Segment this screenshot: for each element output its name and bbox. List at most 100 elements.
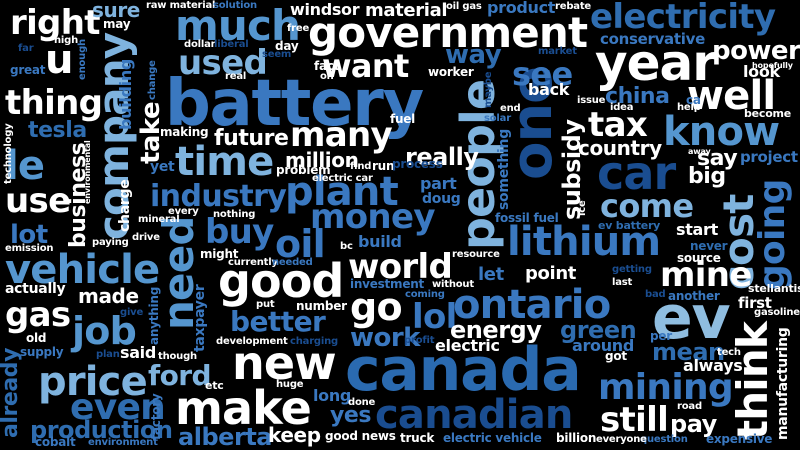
word-question: question	[640, 434, 688, 445]
word-product: product	[487, 0, 556, 17]
word-way: way	[445, 40, 502, 70]
word-maybe: maybe	[483, 71, 494, 108]
word-put: put	[256, 299, 275, 310]
word-another: another	[668, 289, 720, 303]
word-made: made	[78, 284, 139, 308]
word-material: material	[365, 0, 448, 21]
word-around: around	[572, 336, 634, 355]
word-liberal: liberal	[214, 39, 249, 50]
word-road: road	[677, 401, 702, 412]
word-u: u	[45, 37, 73, 83]
word-tesla: tesla	[28, 118, 87, 143]
word-currently: currently	[228, 257, 278, 268]
word-electric-vehicle: electric vehicle	[443, 431, 542, 445]
word-lithium: lithium	[507, 219, 661, 265]
word-time: time	[175, 139, 274, 185]
word-manufacturing: manufacturing	[775, 327, 791, 440]
word-good: good	[218, 254, 344, 308]
word-ford: ford	[148, 359, 212, 392]
word-keep: keep	[268, 423, 321, 447]
word-come: come	[600, 187, 694, 225]
word-buy: buy	[205, 212, 274, 252]
word-worker: worker	[428, 65, 474, 79]
word-thing: thing	[5, 83, 103, 123]
word-give: give	[120, 307, 144, 318]
word-emission: emission	[5, 243, 54, 254]
word-ice: ice	[577, 200, 588, 216]
word-find: find	[350, 161, 372, 172]
word-supply: supply	[20, 345, 64, 359]
word-much: much	[175, 1, 301, 50]
word-anything: anything	[147, 286, 161, 345]
word-old: old	[26, 331, 47, 345]
word-done: done	[348, 397, 376, 408]
word-environmental: environmental	[83, 140, 92, 204]
word-let: let	[478, 264, 504, 285]
word-may: may	[103, 17, 131, 31]
word-go: go	[350, 285, 403, 329]
word-etc: etc	[205, 379, 224, 392]
word-dollar: dollar	[184, 39, 216, 50]
word-still: still	[600, 400, 669, 440]
word-see: see	[512, 55, 573, 93]
word-truck: truck	[400, 431, 435, 445]
word-help: help	[677, 102, 701, 113]
word-mean: mean	[652, 338, 725, 366]
word-development: development	[216, 336, 288, 347]
word-charge: charge	[117, 179, 133, 232]
word-car: car	[597, 146, 676, 200]
word-fossil-fuel: fossil fuel	[495, 211, 559, 225]
word-getting: getting	[612, 264, 652, 275]
word-change: change	[147, 60, 158, 100]
word-fuel: fuel	[390, 112, 416, 126]
word-country: country	[578, 136, 662, 160]
word-bc: bc	[340, 241, 353, 252]
word-oil: oil	[275, 222, 326, 266]
word-seem: seem	[262, 49, 292, 60]
word-never: never	[690, 239, 728, 253]
word-lot: lot	[10, 220, 48, 250]
word-canada: canada	[345, 335, 582, 405]
word-solution: solution	[213, 0, 257, 11]
word-factory: factory	[149, 393, 163, 440]
word-day: day	[275, 39, 299, 53]
word-even: even	[70, 387, 166, 428]
word-far: far	[18, 43, 34, 54]
word-profit: profit	[404, 335, 435, 346]
word-source: source	[677, 251, 721, 265]
word-solar: solar	[484, 113, 511, 124]
word-coming: coming	[405, 289, 445, 300]
word-vehicle: vehicle	[5, 247, 160, 293]
word-number: number	[296, 299, 347, 313]
word-point: point	[525, 263, 577, 284]
word-stellantis: stellantis	[748, 282, 800, 295]
word-think: think	[728, 321, 777, 440]
word-taxpayer: taxpayer	[192, 284, 208, 353]
word-fact: fact	[314, 59, 340, 73]
word-ev: ev	[652, 283, 731, 353]
word-china: china	[605, 84, 670, 109]
word-process: process	[392, 157, 443, 171]
word-going: going	[752, 179, 793, 290]
word-issue: issue	[577, 95, 606, 106]
word-raw-material: raw material	[146, 0, 216, 11]
word-plant: plant	[285, 169, 399, 215]
word-job: job	[72, 309, 137, 353]
word-resource: resource	[452, 249, 500, 260]
word-electric-car: electric car	[312, 173, 373, 184]
word-paying: paying	[92, 237, 129, 248]
word-know: know	[663, 109, 780, 155]
word-yes: yes	[330, 403, 372, 428]
word-mineral: mineral	[138, 214, 180, 225]
word-energy: energy	[450, 316, 542, 344]
word-actually: actually	[5, 281, 66, 297]
word-run: run	[372, 159, 395, 173]
word-pay: pay	[670, 410, 717, 438]
word-mining: mining	[598, 367, 734, 408]
word-battery: battery	[165, 67, 424, 141]
word-always: always	[683, 356, 743, 375]
word-building: building	[116, 58, 135, 130]
word-used: used	[178, 43, 268, 83]
word-start: start	[676, 220, 718, 239]
word-hopefully: hopefully	[752, 61, 793, 70]
